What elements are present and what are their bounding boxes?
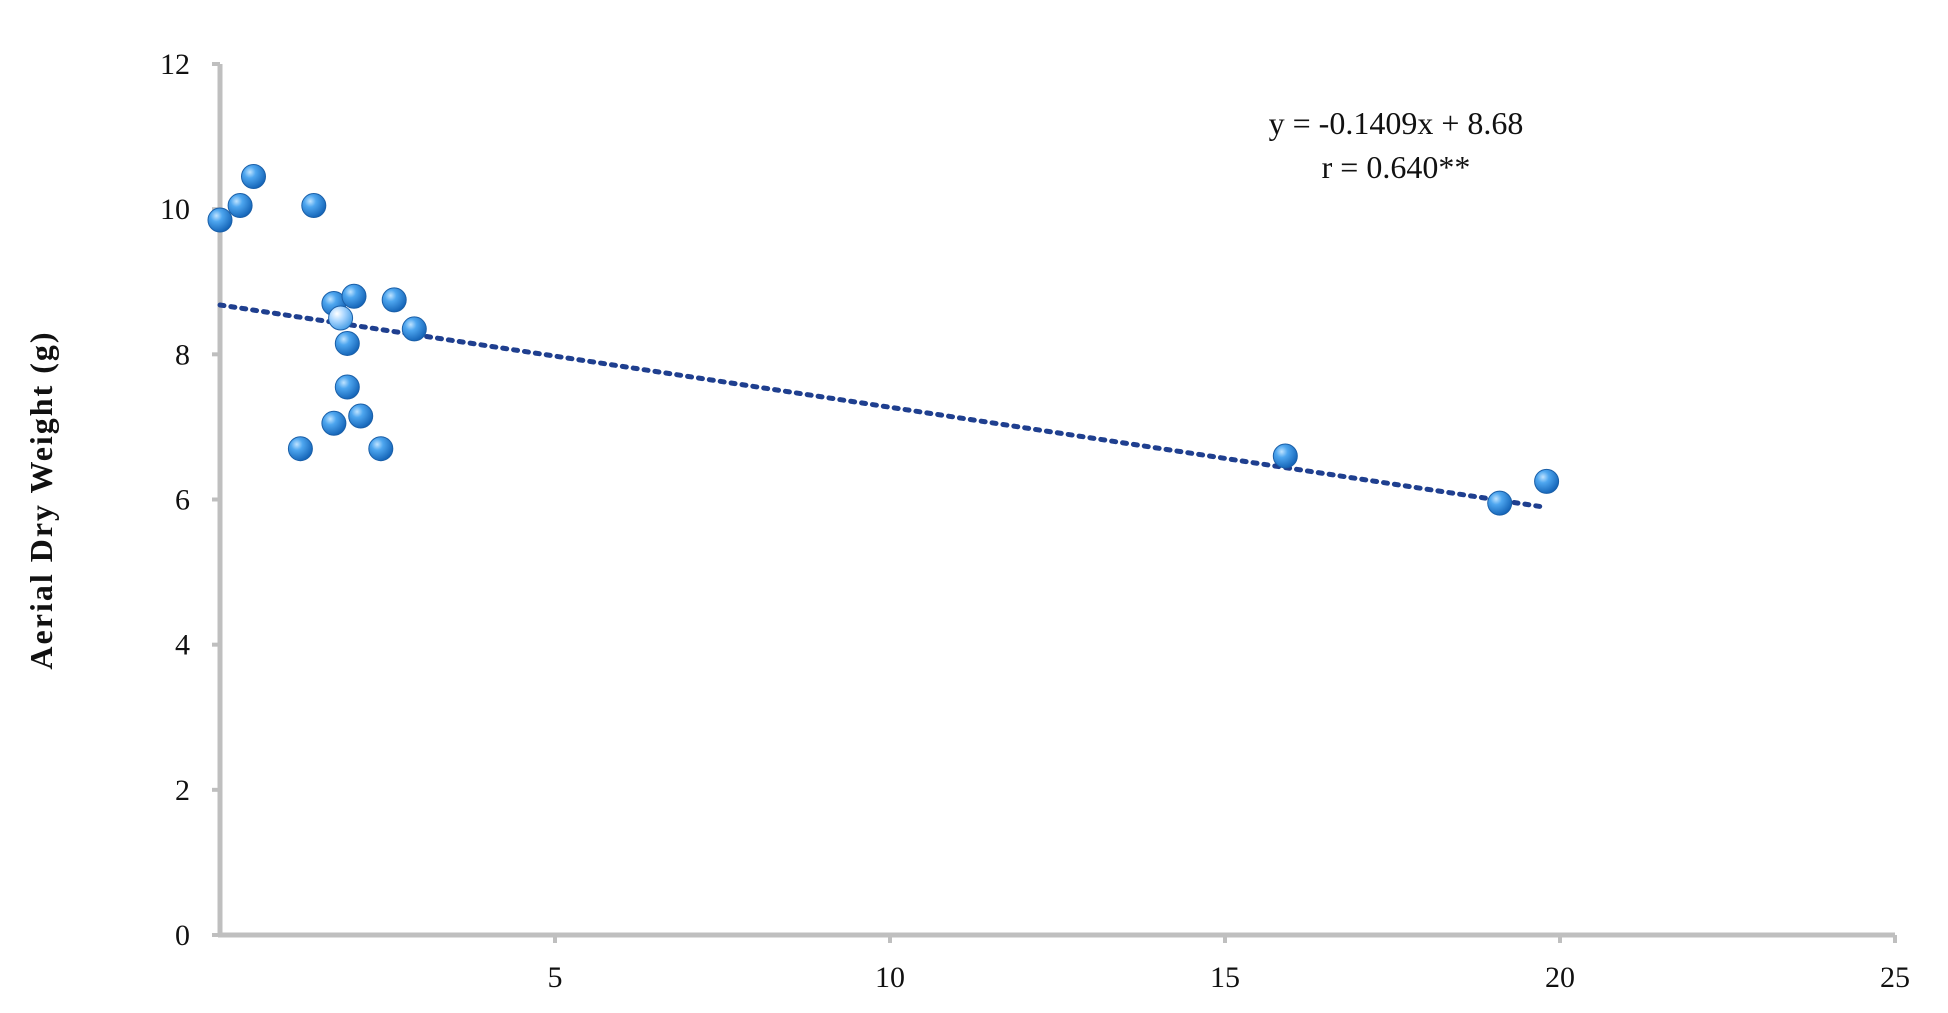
x-tick-label: 15 (1210, 961, 1240, 994)
y-tick-label: 2 (175, 774, 190, 807)
data-point (334, 374, 360, 400)
data-point (287, 436, 313, 462)
data-point (1487, 490, 1513, 516)
correlation-coefficient: r = 0.640** (1322, 149, 1471, 185)
data-point (341, 283, 367, 309)
trendline (217, 302, 1550, 510)
x-tick-label: 20 (1545, 961, 1575, 994)
y-tick-label: 4 (175, 629, 190, 662)
y-tick-label: 10 (160, 193, 190, 226)
y-tick-label: 0 (175, 919, 190, 952)
data-point (1272, 443, 1298, 469)
regression-equation: y = -0.1409x + 8.68 (1269, 105, 1524, 141)
data-point (348, 403, 374, 429)
trendline-group (217, 302, 1550, 510)
x-tick-label: 10 (875, 961, 905, 994)
data-point (334, 330, 360, 356)
tick-labels: 0 2 4 6 8 10 12 5 10 15 20 25 (160, 48, 1910, 994)
x-tick-label: 5 (548, 961, 563, 994)
data-point (321, 410, 347, 436)
data-points (207, 164, 1560, 516)
y-axis-label: Aerial Dry Weight (g) (23, 330, 59, 669)
data-point (328, 305, 354, 331)
data-point (227, 193, 253, 219)
y-tick-label: 8 (175, 338, 190, 371)
data-point (301, 193, 327, 219)
axes (212, 62, 1897, 943)
data-point (1534, 468, 1560, 494)
data-point (401, 316, 427, 342)
data-point (381, 287, 407, 313)
data-point (207, 207, 233, 233)
y-tick-label: 12 (160, 48, 190, 81)
y-tick-label: 6 (175, 484, 190, 517)
data-point (241, 164, 266, 190)
data-point (368, 436, 394, 462)
x-tick-label: 25 (1880, 961, 1910, 994)
